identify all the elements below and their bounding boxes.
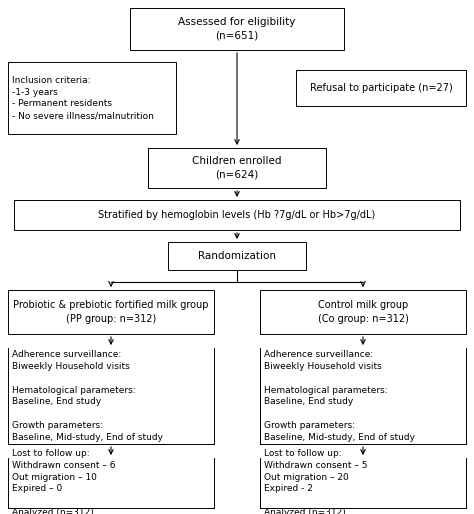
Text: Lost to follow up:
Withdrawn consent – 6
Out migration – 10
Expired – 0

Analyze: Lost to follow up: Withdrawn consent – 6…	[12, 449, 116, 514]
Text: Assessed for eligibility
(n=651): Assessed for eligibility (n=651)	[178, 17, 296, 41]
Text: Refusal to participate (n=27): Refusal to participate (n=27)	[310, 83, 452, 93]
Text: Adherence surveillance:
Biweekly Household visits

Hematological parameters:
Bas: Adherence surveillance: Biweekly Househo…	[264, 350, 415, 442]
Bar	[8, 62, 176, 134]
Text: Stratified by hemoglobin levels (Hb ?7g/dL or Hb>7g/dL): Stratified by hemoglobin levels (Hb ?7g/…	[99, 210, 375, 220]
Text: Inclusion criteria:
-1-3 years
- Permanent residents
- No severe illness/malnutr: Inclusion criteria: -1-3 years - Permane…	[12, 76, 154, 120]
Bar	[260, 290, 466, 334]
Bar	[168, 242, 306, 270]
Bar	[296, 70, 466, 106]
Text: Lost to follow up:
Withdrawn consent – 5
Out migration – 20
Expired - 2

Analyze: Lost to follow up: Withdrawn consent – 5…	[264, 449, 367, 514]
Text: Children enrolled
(n=624): Children enrolled (n=624)	[192, 156, 282, 179]
Text: Randomization: Randomization	[198, 251, 276, 261]
Bar	[8, 290, 214, 334]
Bar	[148, 148, 326, 188]
Text: Probiotic & prebiotic fortified milk group
(PP group: n=312): Probiotic & prebiotic fortified milk gro…	[13, 300, 209, 324]
Text: Control milk group
(Co group: n=312): Control milk group (Co group: n=312)	[318, 300, 409, 324]
Bar	[130, 8, 344, 50]
Text: Adherence surveillance:
Biweekly Household visits

Hematological parameters:
Bas: Adherence surveillance: Biweekly Househo…	[12, 350, 163, 442]
Bar	[14, 200, 460, 230]
